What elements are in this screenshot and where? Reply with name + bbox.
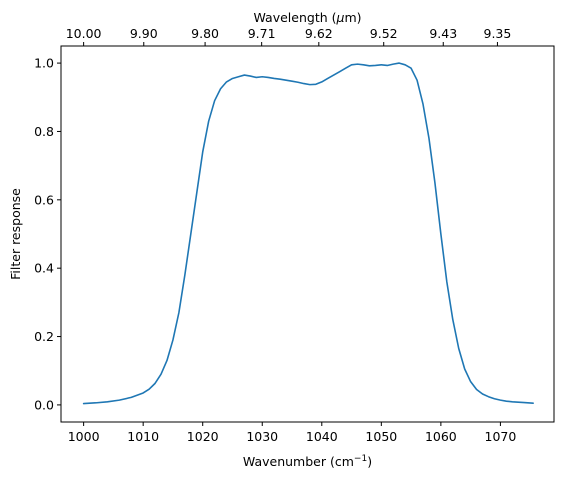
x-tick-label: 1070 (485, 429, 517, 444)
top-x-tick-label: 10.00 (66, 26, 102, 41)
series-layer (82, 62, 534, 405)
left-y-axis: 0.0 0.2 0.4 0.6 0.8 1.0 (34, 56, 61, 412)
top-x-tick-label: 9.52 (370, 26, 398, 41)
y-tick-label: 0.0 (34, 397, 54, 412)
top-x-tick-label: 9.71 (248, 26, 276, 41)
top-x-tick-label: 9.80 (191, 26, 219, 41)
y-tick-label: 1.0 (34, 56, 54, 71)
y-tick-label: 0.6 (34, 192, 54, 207)
x-tick-label: 1000 (68, 429, 100, 444)
x-axis-label: Wavenumber (cm−1) (243, 454, 372, 469)
x-tick-label: 1020 (187, 429, 219, 444)
y-tick-label: 0.2 (34, 329, 54, 344)
top-x-axis-label: Wavelength (μm) (253, 10, 361, 25)
x-tick-label: 1010 (127, 429, 159, 444)
y-axis-label: Filter response (8, 188, 23, 280)
series-line-0 (82, 62, 534, 405)
x-tick-label: 1050 (365, 429, 397, 444)
top-x-tick-label: 9.90 (130, 26, 158, 41)
x-tick-label: 1060 (425, 429, 457, 444)
plot-frame (60, 45, 555, 423)
top-x-tick-label: 9.35 (484, 26, 512, 41)
top-x-tick-label: 9.43 (429, 26, 457, 41)
y-tick-label: 0.8 (34, 124, 54, 139)
x-tick-label: 1040 (306, 429, 338, 444)
top-x-axis: 10.00 9.90 9.80 9.71 9.62 9.52 9.43 9.35 (66, 26, 512, 46)
top-x-tick-label: 9.62 (305, 26, 333, 41)
bottom-x-axis: 1000 1010 1020 1030 1040 1050 1060 1070 (68, 422, 517, 444)
y-tick-label: 0.4 (34, 261, 54, 276)
plot-area (61, 46, 554, 422)
x-tick-label: 1030 (246, 429, 278, 444)
